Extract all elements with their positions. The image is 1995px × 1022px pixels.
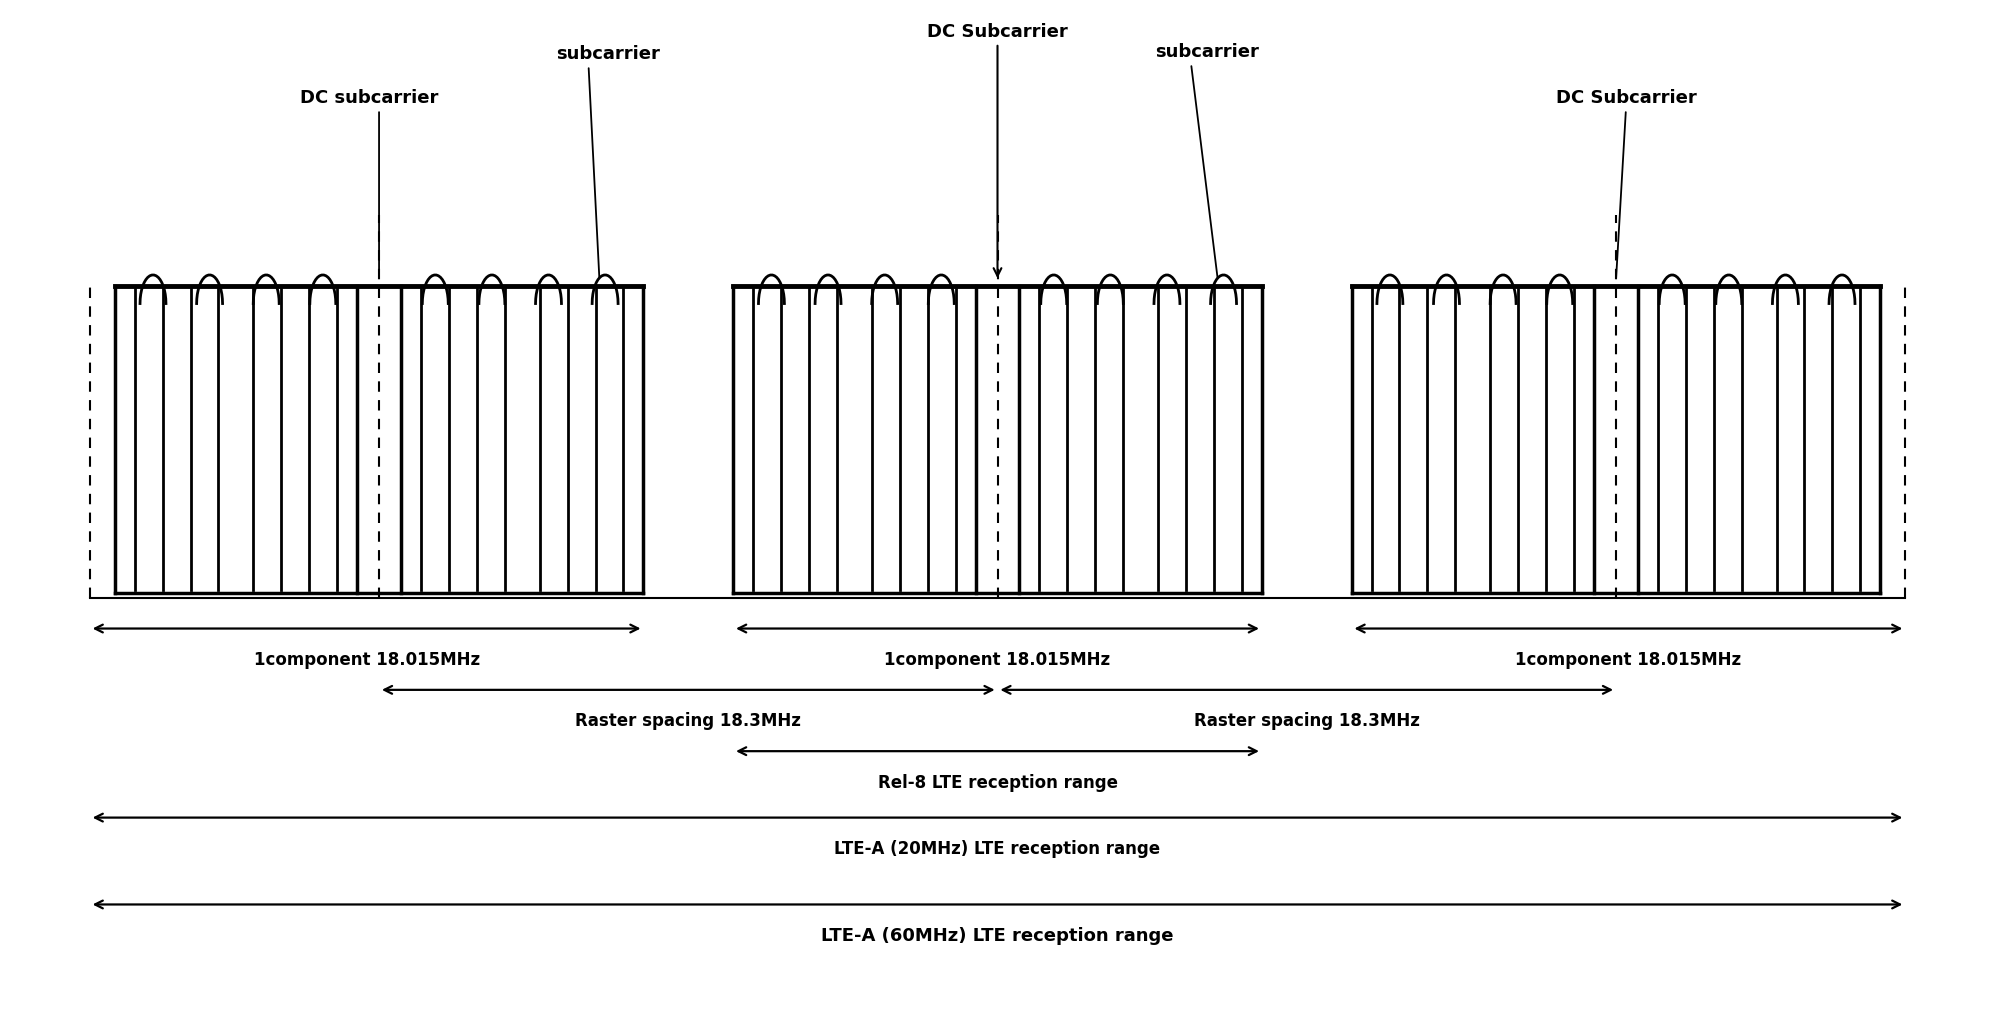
Text: 1component 18.015MHz: 1component 18.015MHz (884, 651, 1111, 669)
Text: subcarrier: subcarrier (557, 45, 660, 63)
Bar (114, 286, 642, 593)
Text: DC Subcarrier: DC Subcarrier (928, 22, 1067, 41)
Text: 1component 18.015MHz: 1component 18.015MHz (253, 651, 479, 669)
Bar (1353, 286, 1879, 593)
Text: Rel-8 LTE reception range: Rel-8 LTE reception range (878, 774, 1117, 792)
Text: subcarrier: subcarrier (1155, 43, 1259, 61)
Text: DC subcarrier: DC subcarrier (299, 89, 439, 107)
Text: LTE-A (60MHz) LTE reception range: LTE-A (60MHz) LTE reception range (822, 927, 1173, 945)
Bar (734, 286, 1263, 593)
Text: LTE-A (20MHz) LTE reception range: LTE-A (20MHz) LTE reception range (834, 840, 1161, 858)
Text: DC Subcarrier: DC Subcarrier (1556, 89, 1696, 107)
Text: Raster spacing 18.3MHz: Raster spacing 18.3MHz (575, 712, 802, 731)
Text: Raster spacing 18.3MHz: Raster spacing 18.3MHz (1193, 712, 1420, 731)
Text: 1component 18.015MHz: 1component 18.015MHz (1516, 651, 1742, 669)
